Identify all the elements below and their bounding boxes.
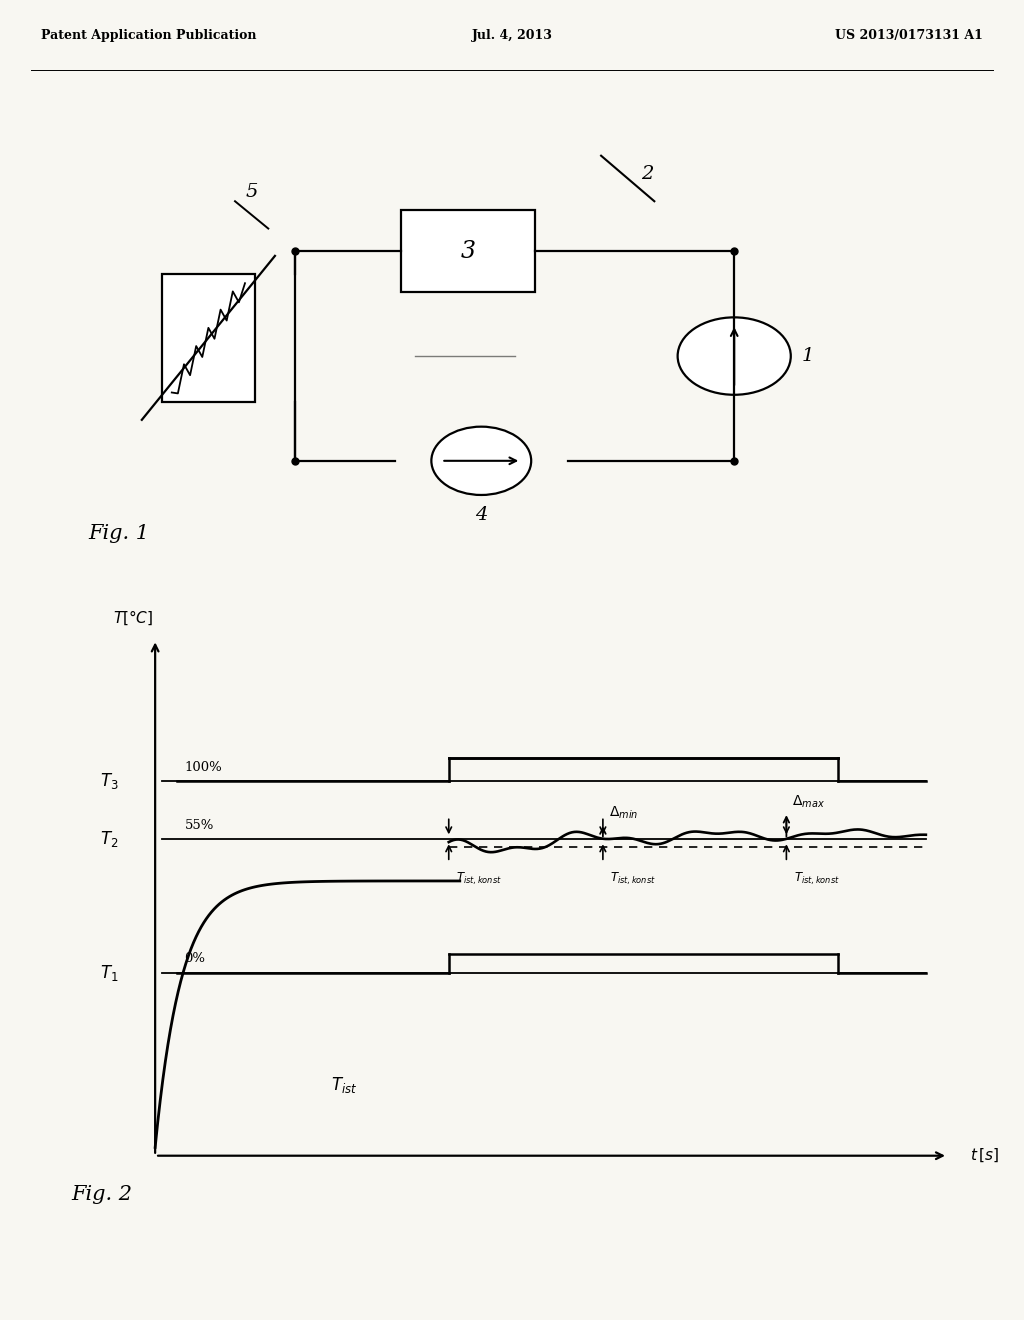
Text: US 2013/0173131 A1: US 2013/0173131 A1	[836, 29, 983, 42]
Text: 0%: 0%	[184, 952, 206, 965]
Text: Fig. 2: Fig. 2	[72, 1185, 133, 1204]
Text: 2: 2	[641, 165, 654, 183]
Text: $t\,[s]$: $t\,[s]$	[970, 1147, 999, 1164]
Text: $T_{ist,konst}$: $T_{ist,konst}$	[456, 871, 502, 887]
Text: Fig. 1: Fig. 1	[89, 524, 150, 543]
Circle shape	[431, 426, 531, 495]
Text: 3: 3	[461, 240, 475, 263]
Text: $T_1$: $T_1$	[100, 962, 119, 982]
Circle shape	[678, 317, 791, 395]
Text: 4: 4	[475, 507, 487, 524]
Text: $\Delta_{max}$: $\Delta_{max}$	[793, 793, 825, 810]
Text: $T_3$: $T_3$	[99, 771, 119, 791]
Text: $T_{ist}$: $T_{ist}$	[332, 1074, 357, 1094]
Text: 1: 1	[801, 347, 814, 366]
Bar	[401, 210, 535, 292]
Text: Jul. 4, 2013: Jul. 4, 2013	[472, 29, 552, 42]
Text: $T_2$: $T_2$	[100, 829, 119, 849]
Text: 5: 5	[246, 183, 258, 201]
Text: 55%: 55%	[184, 818, 214, 832]
Text: Patent Application Publication: Patent Application Publication	[41, 29, 256, 42]
Text: 100%: 100%	[184, 760, 222, 774]
Text: $T[°C]$: $T[°C]$	[113, 609, 154, 627]
Text: $T_{ist,konst}$: $T_{ist,konst}$	[794, 871, 840, 887]
Text: $\Delta_{min}$: $\Delta_{min}$	[608, 805, 638, 821]
Bar	[162, 275, 255, 401]
Text: $T_{ist,konst}$: $T_{ist,konst}$	[610, 871, 656, 887]
